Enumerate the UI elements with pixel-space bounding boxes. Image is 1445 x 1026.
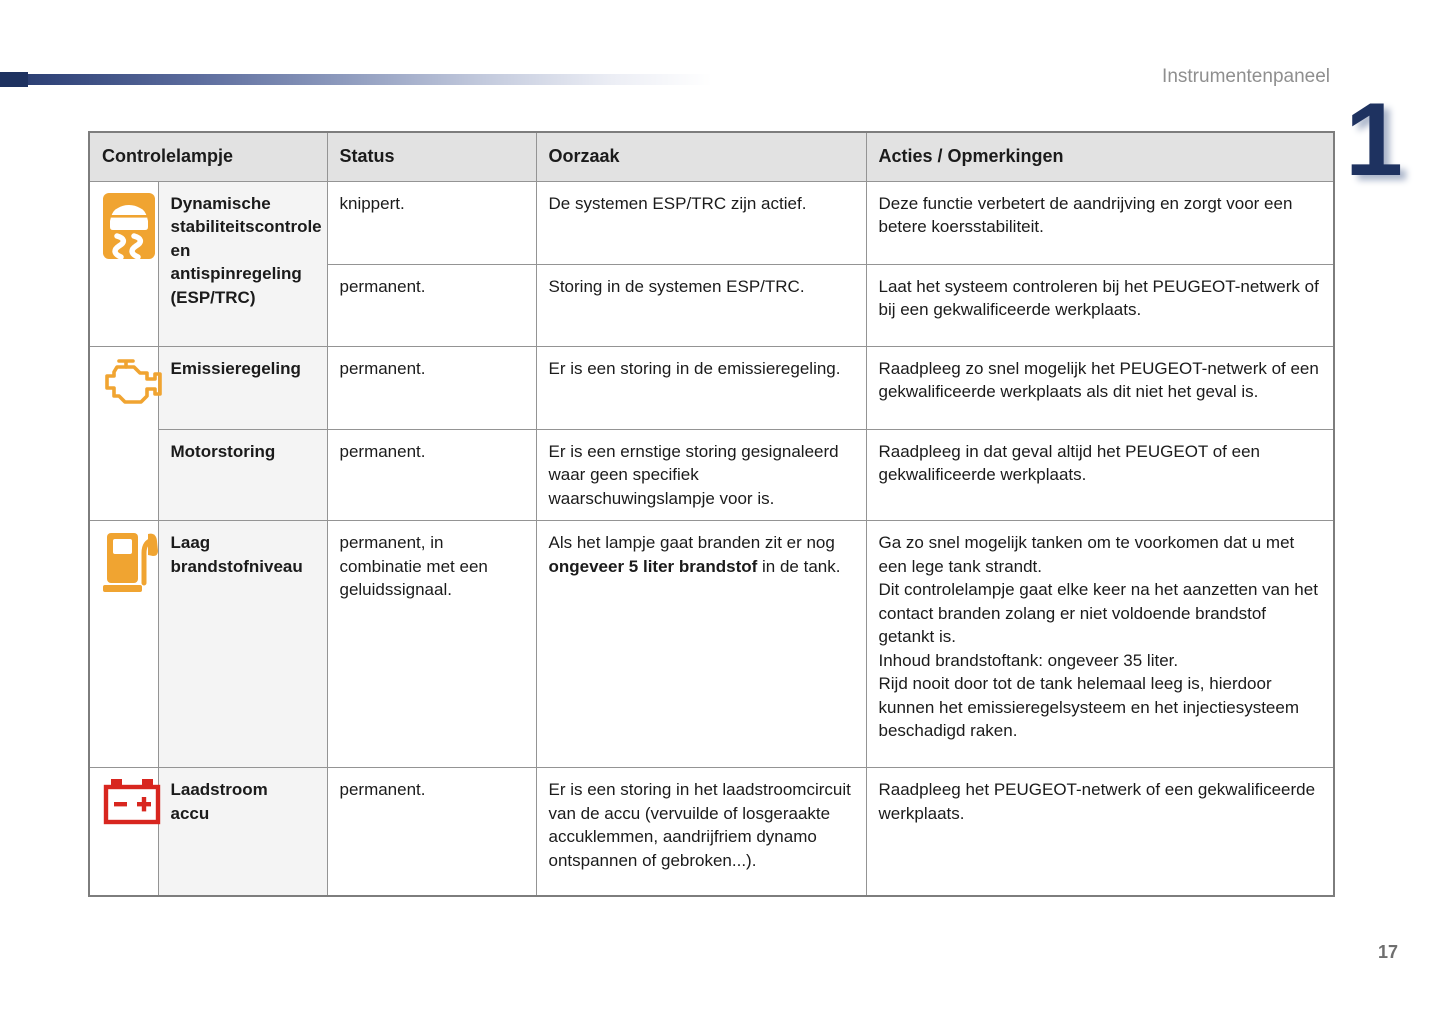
header-gradient-rule <box>0 74 712 85</box>
table-row: Emissieregeling permanent. Er is een sto… <box>88 345 1335 521</box>
cause-cell: De systemen ESP/TRC zijn actief. <box>535 180 867 265</box>
header-rule-cap <box>0 72 28 87</box>
battery-charge-icon <box>102 779 162 832</box>
chapter-number: 1 <box>1345 82 1403 198</box>
action-line: Inhoud brandstoftank: ongeveer 35 liter. <box>878 650 1179 670</box>
indicator-label: Motorstoring <box>157 428 328 521</box>
action-line: Ga zo snel mogelijk tanken om te voorkom… <box>878 533 1295 576</box>
action-cell: Raadpleeg in dat geval altijd het PEUGEO… <box>865 428 1335 521</box>
status-cell: permanent. <box>326 767 537 896</box>
status-cell: permanent. <box>326 345 537 430</box>
indicator-label: Emissieregeling <box>157 345 328 430</box>
table-row: Laadstroom accu permanent. Er is een sto… <box>88 767 1335 896</box>
table-row: Laag brandstofniveau permanent, in combi… <box>88 520 1335 768</box>
cause-text: Als het lampje gaat branden zit er nog <box>548 533 835 552</box>
indicator-label: Dynamische stabiliteitscontrole en antis… <box>157 180 328 347</box>
indicator-label: Laadstroom accu <box>157 767 328 896</box>
action-cell: Raadpleeg het PEUGEOT-netwerk of een gek… <box>865 767 1335 896</box>
indicator-label: Laag brandstofniveau <box>157 520 328 768</box>
cause-cell: Er is een storing in het laadstroomcircu… <box>535 767 867 896</box>
section-header: Instrumentenpaneel <box>1162 66 1330 87</box>
status-cell: permanent. <box>326 428 537 521</box>
cause-cell: Als het lampje gaat branden zit er nog o… <box>535 520 867 768</box>
engine-warning-icon <box>102 358 164 411</box>
action-line: Rijd nooit door tot de tank helemaal lee… <box>878 674 1300 740</box>
header-status: Status <box>326 131 537 182</box>
esp-trc-warning-icon <box>102 192 156 264</box>
table-row: permanent. Storing in de systemen ESP/TR… <box>89 263 1335 347</box>
action-cell: Deze functie verbetert de aandrijving en… <box>865 180 1335 265</box>
status-cell: permanent. <box>326 263 537 347</box>
action-cell: Laat het systeem controleren bij het PEU… <box>865 263 1335 347</box>
esp-trc-warning-icon-cell <box>88 180 159 347</box>
engine-warning-icon-cell <box>88 345 162 521</box>
action-cell: Ga zo snel mogelijk tanken om te voorkom… <box>865 520 1335 768</box>
header-actions: Acties / Opmerkingen <box>865 131 1335 182</box>
table-row: Dynamische stabiliteitscontrole en antis… <box>88 180 1335 347</box>
table-row: Motorstoring permanent. Er is een ernsti… <box>89 428 1335 521</box>
action-cell: Raadpleeg zo snel mogelijk het PEUGEOT-n… <box>865 345 1335 430</box>
cause-cell: Er is een ernstige storing gesignaleerd … <box>535 428 867 521</box>
low-fuel-icon <box>102 533 160 597</box>
page-number: 17 <box>1378 942 1399 962</box>
battery-charge-icon-cell <box>88 767 161 896</box>
cause-text: in de tank. <box>757 556 841 576</box>
status-cell: permanent, in combinatie met een geluids… <box>326 520 537 768</box>
cause-cell: Er is een storing in de emissieregeling. <box>535 345 867 430</box>
action-line: Dit controlelampje gaat elke keer na het… <box>878 580 1318 646</box>
warning-lights-table: Controlelampje Status Oorzaak Acties / O… <box>88 131 1335 897</box>
cause-cell: Storing in de systemen ESP/TRC. <box>535 263 867 347</box>
cause-text-bold: ongeveer 5 liter brandstof <box>548 556 758 576</box>
header-cause: Oorzaak <box>535 131 867 182</box>
header-indicator: Controlelampje <box>88 131 328 182</box>
table-header-row: Controlelampje Status Oorzaak Acties / O… <box>88 131 1335 182</box>
low-fuel-icon-cell <box>88 520 160 768</box>
status-cell: knippert. <box>326 180 537 265</box>
